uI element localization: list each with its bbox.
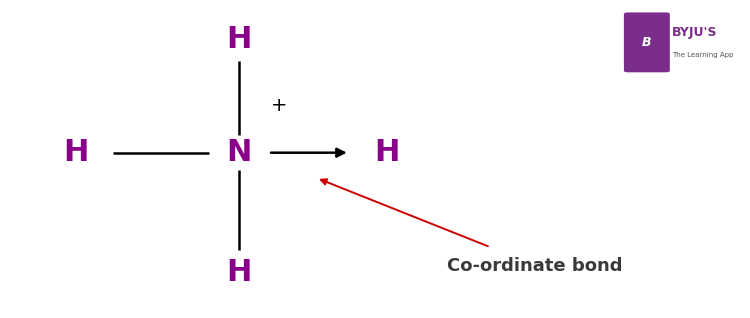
FancyBboxPatch shape [624,12,670,72]
Text: H: H [63,138,88,167]
Text: H: H [226,258,251,287]
Text: H: H [226,25,251,54]
Text: +: + [271,96,287,115]
Text: N: N [226,138,251,167]
Text: The Learning App: The Learning App [672,52,734,58]
Text: Co-ordinate bond: Co-ordinate bond [447,257,622,275]
Text: H: H [374,138,400,167]
Text: BYJU'S: BYJU'S [672,26,718,39]
Text: B: B [642,36,652,49]
